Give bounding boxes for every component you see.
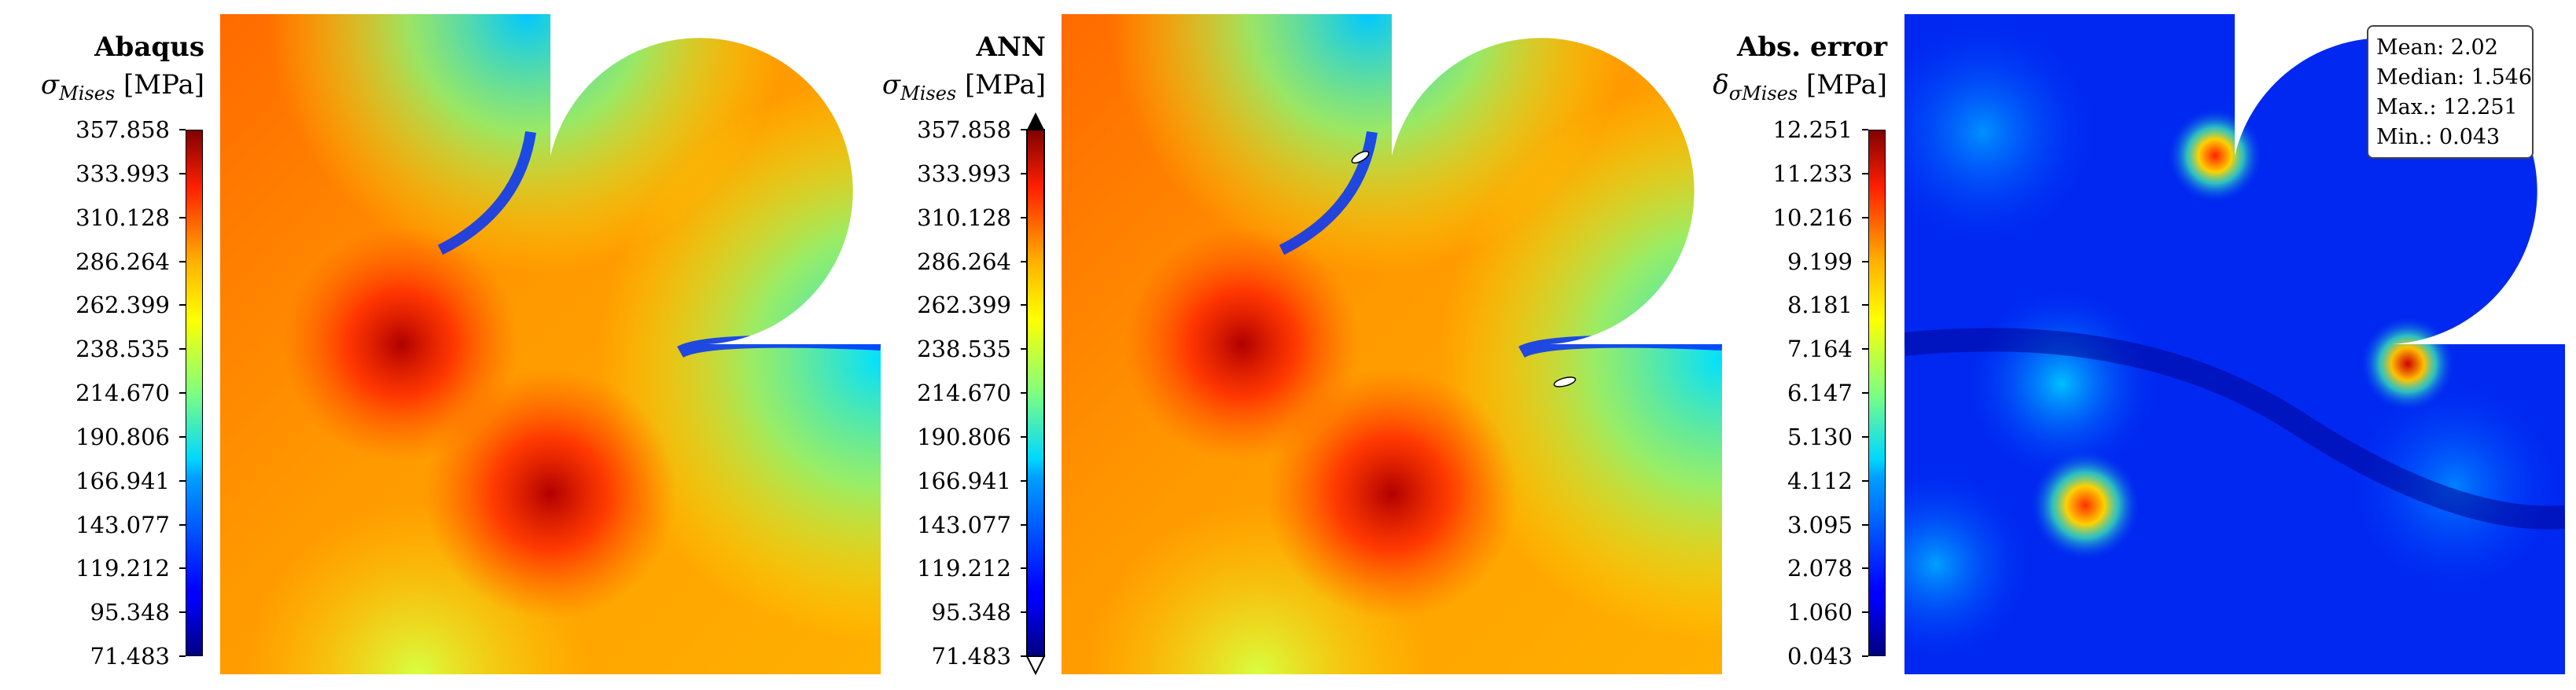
colorbar-tick-label: 3.095	[1787, 511, 1853, 538]
colorbar-tick-label: 214.670	[917, 380, 1011, 406]
colorbar-tick-label: 143.077	[75, 511, 170, 538]
stress-field-ann	[1062, 14, 1722, 674]
colorbar-tick-label: 286.264	[917, 248, 1011, 275]
statistics-box: Mean: 2.02 Median: 1.546 Max.: 12.251 Mi…	[2367, 25, 2534, 159]
stat-median: Median: 1.546	[2376, 65, 2533, 90]
stress-field-abaqus	[220, 14, 881, 674]
colorbar-tick-label: 119.212	[75, 555, 170, 582]
colorbar-tick-label: 95.348	[931, 599, 1011, 626]
colorbar-tick-label: 7.164	[1787, 336, 1853, 363]
colorbar-tick-mark	[1862, 172, 1868, 174]
colorbar-tick-label: 1.060	[1787, 599, 1853, 626]
colorbar-tick-label: 2.078	[1787, 555, 1853, 582]
colorbar-tick-label: 6.147	[1787, 380, 1853, 406]
colorbar-tick-mark	[1021, 479, 1027, 482]
colorbar-tick-label: 8.181	[1787, 292, 1853, 319]
colorbar-tick-mark	[179, 304, 186, 306]
colorbar-quantity-label: σMises [MPa]	[881, 69, 1046, 105]
stat-max: Max.: 12.251	[2376, 95, 2518, 119]
colorbar-tick-mark	[1021, 435, 1027, 438]
colorbar-tick-mark	[1021, 655, 1027, 657]
colorbar-tick-label: 166.941	[917, 467, 1011, 494]
colorbar-tick-label: 5.130	[1787, 423, 1853, 450]
colorbar-quantity-label: σMises [MPa]	[40, 69, 204, 105]
colorbar-tick-label: 11.233	[1772, 160, 1853, 187]
colorbar-tick-mark	[179, 655, 186, 657]
colorbar-tick-label: 310.128	[917, 204, 1011, 231]
colorbar-tick-label: 262.399	[917, 292, 1011, 319]
colorbar-tick-label: 4.112	[1787, 467, 1853, 494]
colorbar-tick-mark	[1862, 567, 1868, 570]
colorbar-tick-mark	[179, 611, 186, 614]
colorbar-tick-mark	[1862, 655, 1868, 657]
colorbar-tick-mark	[1021, 611, 1027, 614]
colorbar-tick-mark	[179, 216, 186, 218]
colorbar-tick-label: 286.264	[75, 248, 170, 275]
colorbar-tick-mark	[1862, 611, 1868, 614]
colorbar-tick-label: 310.128	[75, 204, 170, 231]
colorbar-tick-label: 333.993	[917, 160, 1011, 187]
colorbar-tick-label: 238.535	[75, 336, 170, 363]
colorbar-tick-mark	[179, 392, 186, 394]
colorbar-tick-label: 0.043	[1787, 643, 1853, 670]
colorbar-tick-mark	[1021, 129, 1027, 130]
panel-ann: ANN σMises [MPa] 357.858 333.993 310.128 28…	[841, 0, 1722, 690]
colorbar-tick-label: 10.216	[1772, 204, 1853, 231]
colorbar-tick-mark	[179, 348, 186, 351]
colorbar-tick-label: 166.941	[75, 467, 170, 494]
colorbar-tick-mark	[179, 479, 186, 482]
colorbar-tick-mark	[1862, 435, 1868, 438]
colorbar-tick-label: 9.199	[1787, 248, 1853, 275]
colorbar-tick-mark	[1862, 348, 1868, 351]
stat-min: Min.: 0.043	[2376, 125, 2501, 149]
panel-title: ANN	[976, 31, 1046, 63]
colorbar-quantity-label: δσMises [MPa]	[1713, 69, 1887, 105]
panel-abaqus: Abaqus σMises [MPa] 357.858 333.993 310.12…	[0, 0, 881, 690]
colorbar-tick-label: 95.348	[90, 599, 170, 626]
colorbar-tick-label: 12.251	[1772, 116, 1853, 143]
colorbar-tick-label: 238.535	[917, 336, 1011, 363]
colorbar-tick-mark	[1862, 392, 1868, 394]
colorbar-tick-mark	[1021, 172, 1027, 174]
colorbar-tick-label: 119.212	[917, 555, 1011, 582]
colorbar-tick-mark	[1862, 129, 1868, 130]
colorbar-tick-mark	[1862, 523, 1868, 526]
colorbar-tick-mark	[1021, 216, 1027, 218]
stat-mean: Mean: 2.02	[2376, 35, 2498, 60]
colorbar	[1025, 112, 1046, 676]
colorbar-tick-label: 71.483	[931, 643, 1011, 670]
colorbar-tick-label: 262.399	[75, 292, 170, 319]
panel-title: Abs. error	[1736, 31, 1887, 63]
colorbar-tick-label: 333.993	[75, 160, 170, 187]
colorbar-tick-label: 143.077	[917, 511, 1011, 538]
panel-title: Abaqus	[94, 31, 204, 63]
colorbar-tick-mark	[1862, 479, 1868, 482]
colorbar-tick-mark	[1021, 392, 1027, 394]
colorbar-tick-mark	[179, 260, 186, 262]
colorbar-tick-mark	[1021, 348, 1027, 351]
colorbar-tick-label: 357.858	[75, 116, 170, 143]
colorbar-tick-mark	[179, 567, 186, 570]
colorbar-tick-mark	[1862, 216, 1868, 218]
colorbar-tick-mark	[179, 523, 186, 526]
colorbar	[1868, 130, 1886, 656]
colorbar-tick-mark	[179, 172, 186, 174]
colorbar-tick-mark	[179, 435, 186, 438]
colorbar-tick-mark	[1021, 567, 1027, 570]
colorbar-tick-mark	[179, 129, 186, 130]
colorbar-tick-label: 357.858	[917, 116, 1011, 143]
colorbar-tick-mark	[1862, 304, 1868, 306]
colorbar	[186, 130, 203, 656]
colorbar-tick-mark	[1862, 260, 1868, 262]
colorbar-tick-label: 71.483	[90, 643, 170, 670]
colorbar-tick-mark	[1021, 523, 1027, 526]
colorbar-extend-max-arrow	[1027, 112, 1044, 130]
colorbar-extend-min-arrow	[1025, 655, 1046, 676]
colorbar-tick-mark	[1021, 260, 1027, 262]
colorbar-tick-label: 214.670	[75, 380, 170, 406]
colorbar-tick-label: 190.806	[917, 423, 1011, 450]
colorbar-tick-mark	[1021, 304, 1027, 306]
colorbar-tick-label: 190.806	[75, 423, 170, 450]
